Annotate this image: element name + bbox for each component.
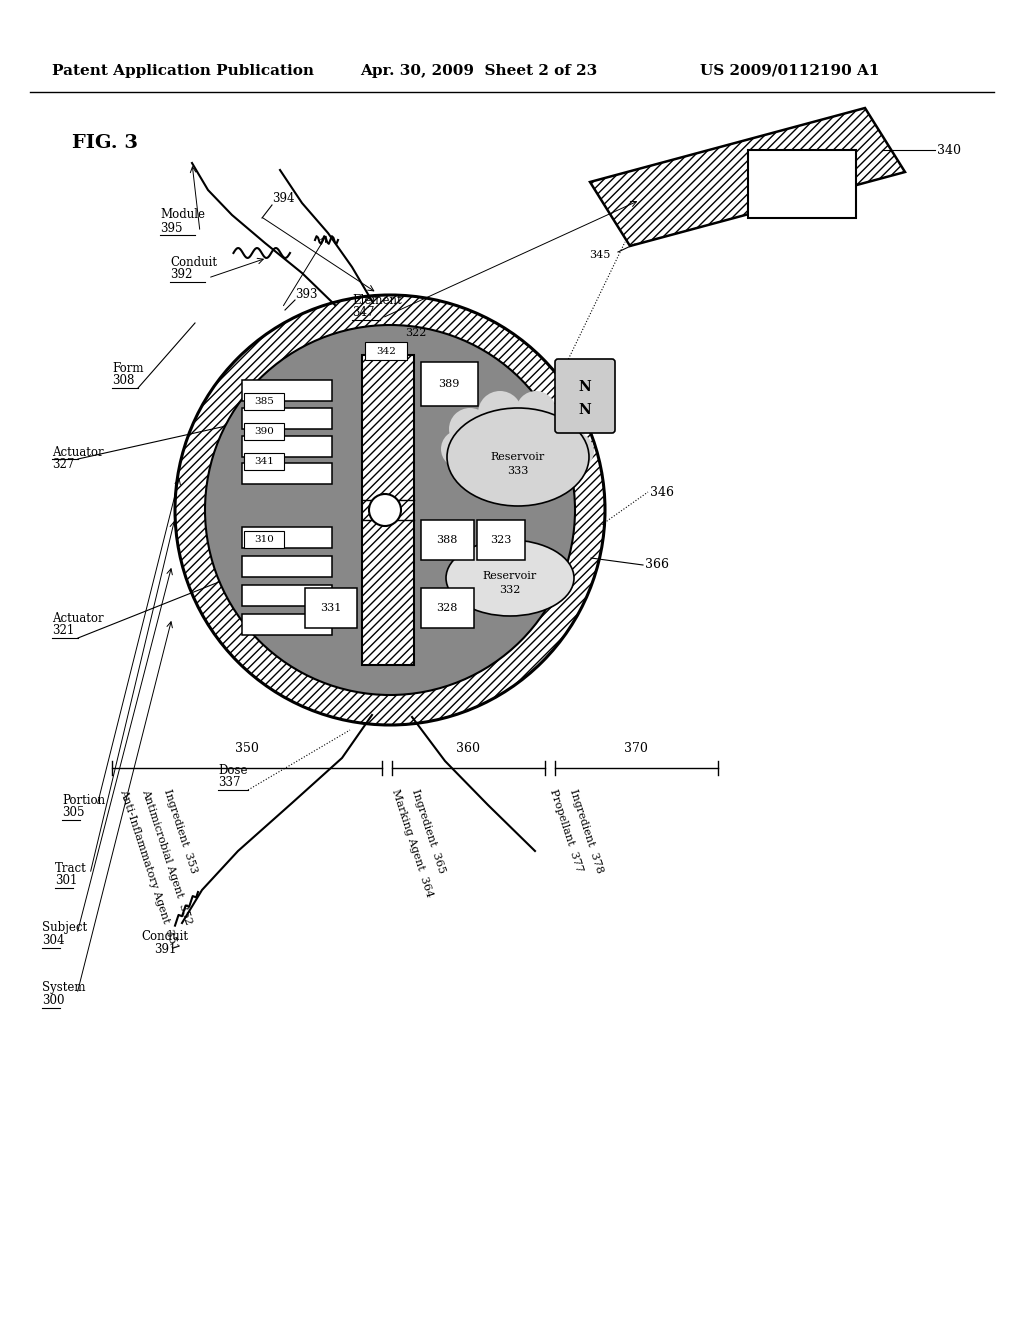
FancyBboxPatch shape	[244, 393, 284, 411]
Text: 345: 345	[590, 249, 610, 260]
Circle shape	[205, 325, 575, 696]
Text: 323: 323	[490, 535, 512, 545]
Text: 391: 391	[154, 942, 176, 956]
Text: Tract: Tract	[55, 862, 87, 874]
FancyBboxPatch shape	[244, 453, 284, 470]
FancyBboxPatch shape	[242, 556, 332, 577]
Text: Anti-Inflammatory Agent  351: Anti-Inflammatory Agent 351	[119, 788, 180, 952]
Circle shape	[369, 494, 401, 525]
FancyBboxPatch shape	[421, 587, 474, 628]
FancyBboxPatch shape	[242, 380, 332, 401]
Text: Actuator: Actuator	[52, 611, 103, 624]
Text: 347: 347	[352, 306, 375, 319]
Text: 340: 340	[937, 144, 961, 157]
FancyBboxPatch shape	[242, 527, 332, 548]
FancyBboxPatch shape	[365, 342, 407, 360]
Text: Conduit: Conduit	[141, 931, 188, 942]
Polygon shape	[590, 108, 905, 246]
Text: Dose: Dose	[218, 763, 248, 776]
Text: N: N	[579, 380, 592, 393]
Text: 308: 308	[112, 375, 134, 388]
Text: 385: 385	[254, 396, 274, 405]
Text: Marking Agent  364: Marking Agent 364	[390, 788, 435, 899]
Text: 322: 322	[406, 327, 426, 338]
Text: Element: Element	[352, 293, 401, 306]
Text: Form: Form	[112, 362, 143, 375]
Text: Ingredient  353: Ingredient 353	[163, 788, 199, 875]
Text: 321: 321	[52, 624, 75, 638]
Text: 366: 366	[645, 558, 669, 572]
Text: 392: 392	[170, 268, 193, 281]
FancyBboxPatch shape	[421, 520, 474, 560]
Circle shape	[558, 433, 594, 469]
Circle shape	[175, 294, 605, 725]
Circle shape	[516, 391, 556, 432]
Text: Reservoir: Reservoir	[483, 572, 538, 581]
Text: 337: 337	[218, 776, 241, 789]
FancyBboxPatch shape	[555, 359, 615, 433]
FancyBboxPatch shape	[244, 422, 284, 440]
Circle shape	[478, 391, 522, 436]
Text: 395: 395	[160, 222, 182, 235]
Text: 327: 327	[52, 458, 75, 471]
Text: Module: Module	[160, 209, 205, 222]
Text: 342: 342	[376, 346, 396, 355]
Text: 328: 328	[436, 603, 458, 612]
Text: 331: 331	[321, 603, 342, 612]
Text: Portion: Portion	[62, 793, 105, 807]
FancyBboxPatch shape	[305, 587, 357, 628]
Text: 389: 389	[438, 379, 460, 389]
Text: 341: 341	[254, 457, 274, 466]
Text: Subject: Subject	[42, 921, 87, 935]
Text: Ingredient  365: Ingredient 365	[411, 788, 447, 875]
Text: 394: 394	[272, 191, 295, 205]
Text: Antimicrobial Agent  352: Antimicrobial Agent 352	[140, 788, 194, 927]
Text: N: N	[579, 403, 592, 417]
FancyBboxPatch shape	[242, 585, 332, 606]
Text: Reservoir: Reservoir	[490, 451, 545, 462]
Ellipse shape	[447, 408, 589, 506]
Text: 346: 346	[650, 486, 674, 499]
Text: 301: 301	[55, 874, 78, 887]
Text: 370: 370	[624, 742, 648, 755]
Text: 304: 304	[42, 935, 65, 948]
Text: 350: 350	[236, 742, 259, 755]
Text: Patent Application Publication: Patent Application Publication	[52, 63, 314, 78]
FancyBboxPatch shape	[362, 355, 414, 665]
Text: 305: 305	[62, 807, 85, 820]
Text: 300: 300	[42, 994, 65, 1007]
FancyBboxPatch shape	[242, 463, 332, 484]
Text: 388: 388	[436, 535, 458, 545]
FancyBboxPatch shape	[242, 436, 332, 457]
FancyBboxPatch shape	[244, 531, 284, 548]
Text: 333: 333	[507, 466, 528, 477]
Text: 360: 360	[456, 742, 480, 755]
Circle shape	[449, 408, 490, 450]
Text: Propellant  377: Propellant 377	[549, 788, 585, 874]
Ellipse shape	[446, 540, 574, 616]
Circle shape	[550, 409, 586, 445]
Text: US 2009/0112190 A1: US 2009/0112190 A1	[700, 63, 880, 78]
Text: 393: 393	[295, 289, 317, 301]
Text: Actuator: Actuator	[52, 446, 103, 458]
FancyBboxPatch shape	[748, 150, 856, 218]
FancyBboxPatch shape	[242, 614, 332, 635]
Text: 310: 310	[254, 535, 274, 544]
Text: Apr. 30, 2009  Sheet 2 of 23: Apr. 30, 2009 Sheet 2 of 23	[360, 63, 597, 78]
FancyBboxPatch shape	[477, 520, 525, 560]
FancyBboxPatch shape	[421, 362, 478, 407]
Text: Conduit: Conduit	[170, 256, 217, 268]
Circle shape	[175, 294, 605, 725]
Text: Ingredient  378: Ingredient 378	[568, 788, 605, 875]
FancyBboxPatch shape	[242, 408, 332, 429]
Text: System: System	[42, 982, 85, 994]
Circle shape	[441, 430, 479, 469]
Text: 332: 332	[500, 585, 520, 595]
Text: 390: 390	[254, 426, 274, 436]
Text: FIG. 3: FIG. 3	[72, 135, 138, 152]
